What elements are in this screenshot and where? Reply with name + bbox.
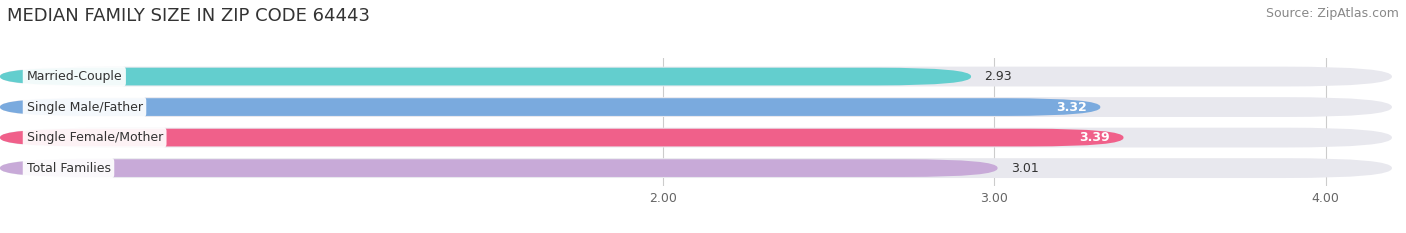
- FancyBboxPatch shape: [0, 128, 1392, 147]
- Text: Single Male/Father: Single Male/Father: [27, 101, 142, 113]
- Text: 2.93: 2.93: [984, 70, 1012, 83]
- Text: 3.32: 3.32: [1056, 101, 1087, 113]
- FancyBboxPatch shape: [0, 98, 1101, 116]
- Text: 3.01: 3.01: [1011, 162, 1039, 175]
- Text: Single Female/Mother: Single Female/Mother: [27, 131, 163, 144]
- FancyBboxPatch shape: [0, 97, 1392, 117]
- FancyBboxPatch shape: [0, 158, 1392, 178]
- Text: Total Families: Total Families: [27, 162, 111, 175]
- Text: Married-Couple: Married-Couple: [27, 70, 122, 83]
- FancyBboxPatch shape: [0, 68, 972, 86]
- FancyBboxPatch shape: [0, 159, 998, 177]
- FancyBboxPatch shape: [0, 67, 1392, 86]
- Text: 3.39: 3.39: [1080, 131, 1111, 144]
- Text: Source: ZipAtlas.com: Source: ZipAtlas.com: [1265, 7, 1399, 20]
- FancyBboxPatch shape: [0, 129, 1123, 146]
- Text: MEDIAN FAMILY SIZE IN ZIP CODE 64443: MEDIAN FAMILY SIZE IN ZIP CODE 64443: [7, 7, 370, 25]
